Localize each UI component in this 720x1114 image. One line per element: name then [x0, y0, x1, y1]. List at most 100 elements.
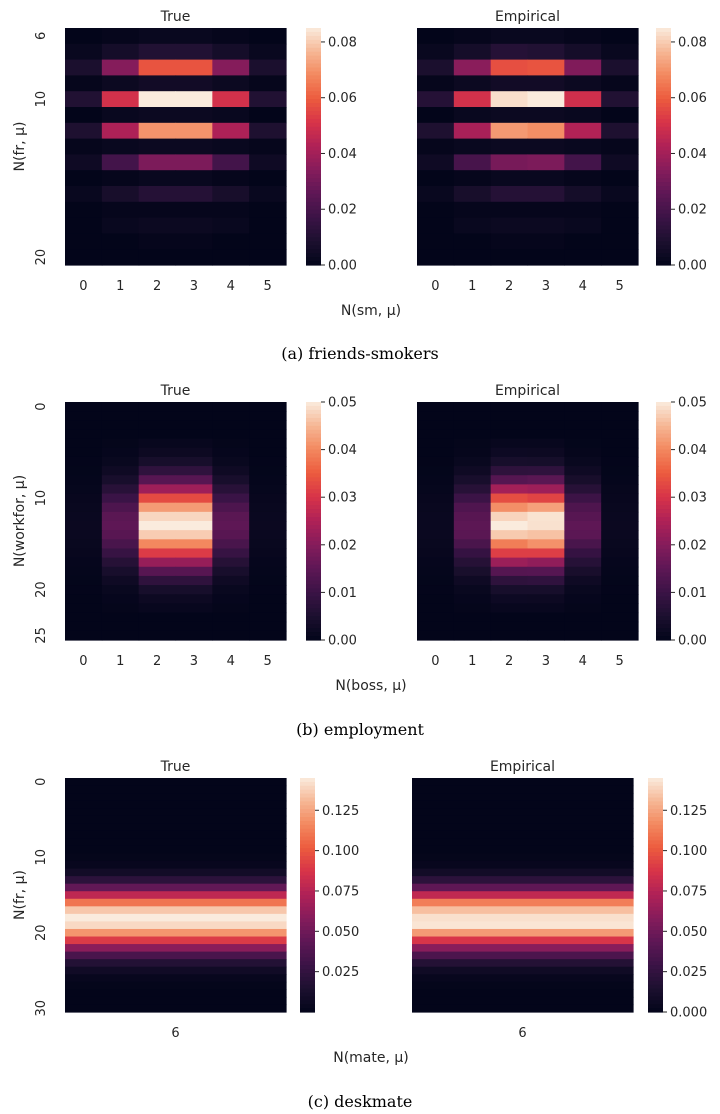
colorbar-segment: [656, 477, 671, 482]
heatmap-cell: [564, 154, 602, 171]
heatmap-cell: [527, 201, 565, 219]
heatmap-cell: [527, 548, 565, 559]
colorbar-tick-label: 0.04: [328, 147, 357, 162]
colorbar-segment: [306, 213, 321, 219]
heatmap-cell: [249, 603, 287, 614]
colorbar-segment: [656, 548, 671, 554]
heatmap-cell: [417, 91, 455, 108]
colorbar-segment: [306, 91, 321, 96]
heatmap-cell: [101, 107, 140, 124]
heatmap-cell: [138, 621, 177, 632]
colorbar-segment: [306, 162, 321, 167]
heatmap-panel-empirical: Empirical 0 1 2 3 4 5 0.00 0.01 0.02 0.03 0.04 0.05: [417, 383, 707, 669]
colorbar-segment: [306, 257, 321, 262]
heatmap-cell: [564, 201, 602, 219]
heatmap-cell: [564, 107, 602, 124]
heatmap-cell: [490, 630, 529, 641]
colorbar-segment: [306, 99, 321, 104]
colorbar-segment: [656, 142, 671, 148]
heatmap-cell: [564, 630, 602, 641]
heatmap-cell: [453, 530, 492, 540]
colorbar-segment: [648, 836, 663, 841]
heatmap-cell: [249, 201, 287, 219]
heatmap-cell: [412, 883, 634, 892]
colorbar-tick-label: 0.04: [678, 443, 707, 458]
heatmap-cell: [249, 566, 287, 577]
heatmap-cell: [212, 566, 250, 577]
colorbar-segment: [306, 154, 321, 159]
heatmap-cell: [412, 989, 634, 998]
heatmap-cell: [490, 107, 529, 124]
heatmap-cell: [65, 502, 103, 513]
heatmap-cell: [101, 566, 140, 577]
colorbar-segment: [306, 473, 321, 478]
heatmap-cell: [101, 539, 140, 550]
heatmap-cell: [138, 138, 177, 155]
heatmap-cell: [138, 59, 177, 76]
colorbar-segment: [656, 632, 671, 637]
colorbar-segment: [306, 225, 321, 231]
colorbar-segment: [306, 130, 321, 136]
colorbar-segment: [306, 604, 321, 609]
colorbar-segment: [656, 429, 671, 435]
heatmap-cell: [212, 575, 250, 586]
heatmap-cell: [417, 43, 455, 61]
heatmap-cell: [490, 429, 529, 440]
colorbar-segment: [656, 95, 671, 100]
heatmap-cell: [65, 201, 103, 219]
colorbar-segment: [656, 501, 671, 506]
heatmap-cell: [65, 429, 103, 440]
heatmap-cell: [564, 566, 602, 577]
heatmap-cell: [101, 447, 140, 458]
heatmap-cell: [564, 75, 602, 92]
colorbar-segment: [306, 83, 321, 88]
heatmap-cell: [412, 815, 634, 824]
heatmap-cell: [65, 921, 287, 930]
heatmap-cell: [527, 186, 565, 203]
heatmap-cell: [65, 785, 287, 794]
panel-title: Empirical: [490, 759, 555, 775]
heatmap-cell: [138, 612, 177, 623]
heatmap-cell: [65, 170, 103, 187]
heatmap-cell: [417, 456, 455, 467]
colorbar-segment: [656, 433, 671, 439]
heatmap-cell: [453, 75, 492, 92]
heatmap-cell: [601, 170, 639, 187]
heatmap-cell: [601, 249, 639, 266]
heatmap-cell: [101, 138, 140, 155]
colorbar-segment: [648, 941, 663, 947]
colorbar-segment: [648, 957, 663, 962]
colorbar-segment: [300, 797, 315, 802]
colorbar-segment: [300, 844, 315, 849]
x-tick-label: 5: [263, 279, 271, 294]
heatmap-cell: [453, 28, 492, 45]
heatmap-cell: [453, 107, 492, 124]
heatmap-cell: [601, 566, 639, 577]
heatmap-cell: [412, 1004, 634, 1013]
heatmap-cell: [65, 28, 103, 45]
colorbar-segment: [300, 1000, 315, 1005]
heatmap-cell: [212, 122, 250, 140]
heatmap-cell: [453, 493, 492, 504]
heatmap-cell: [101, 585, 140, 595]
heatmap-cell: [527, 233, 565, 250]
heatmap-cell: [175, 438, 213, 449]
heatmap-cell: [527, 594, 565, 604]
colorbar-segment: [300, 934, 315, 939]
colorbar-segment: [306, 209, 321, 215]
colorbar-segment: [656, 544, 671, 550]
colorbar-segment: [648, 820, 663, 826]
heatmap-cell: [65, 612, 103, 623]
heatmap-cell: [564, 466, 602, 476]
heatmap-cell: [138, 233, 177, 250]
colorbar-segment: [306, 59, 321, 65]
heatmap-cell: [249, 107, 287, 124]
subfigure-caption: (b) employment: [296, 720, 424, 739]
heatmap-cell: [249, 521, 287, 531]
colorbar-segment: [300, 824, 315, 830]
colorbar-segment: [656, 421, 671, 427]
colorbar-segment: [306, 501, 321, 506]
colorbar-segment: [656, 425, 671, 431]
heatmap-cell: [101, 466, 140, 476]
colorbar-segment: [656, 596, 671, 601]
